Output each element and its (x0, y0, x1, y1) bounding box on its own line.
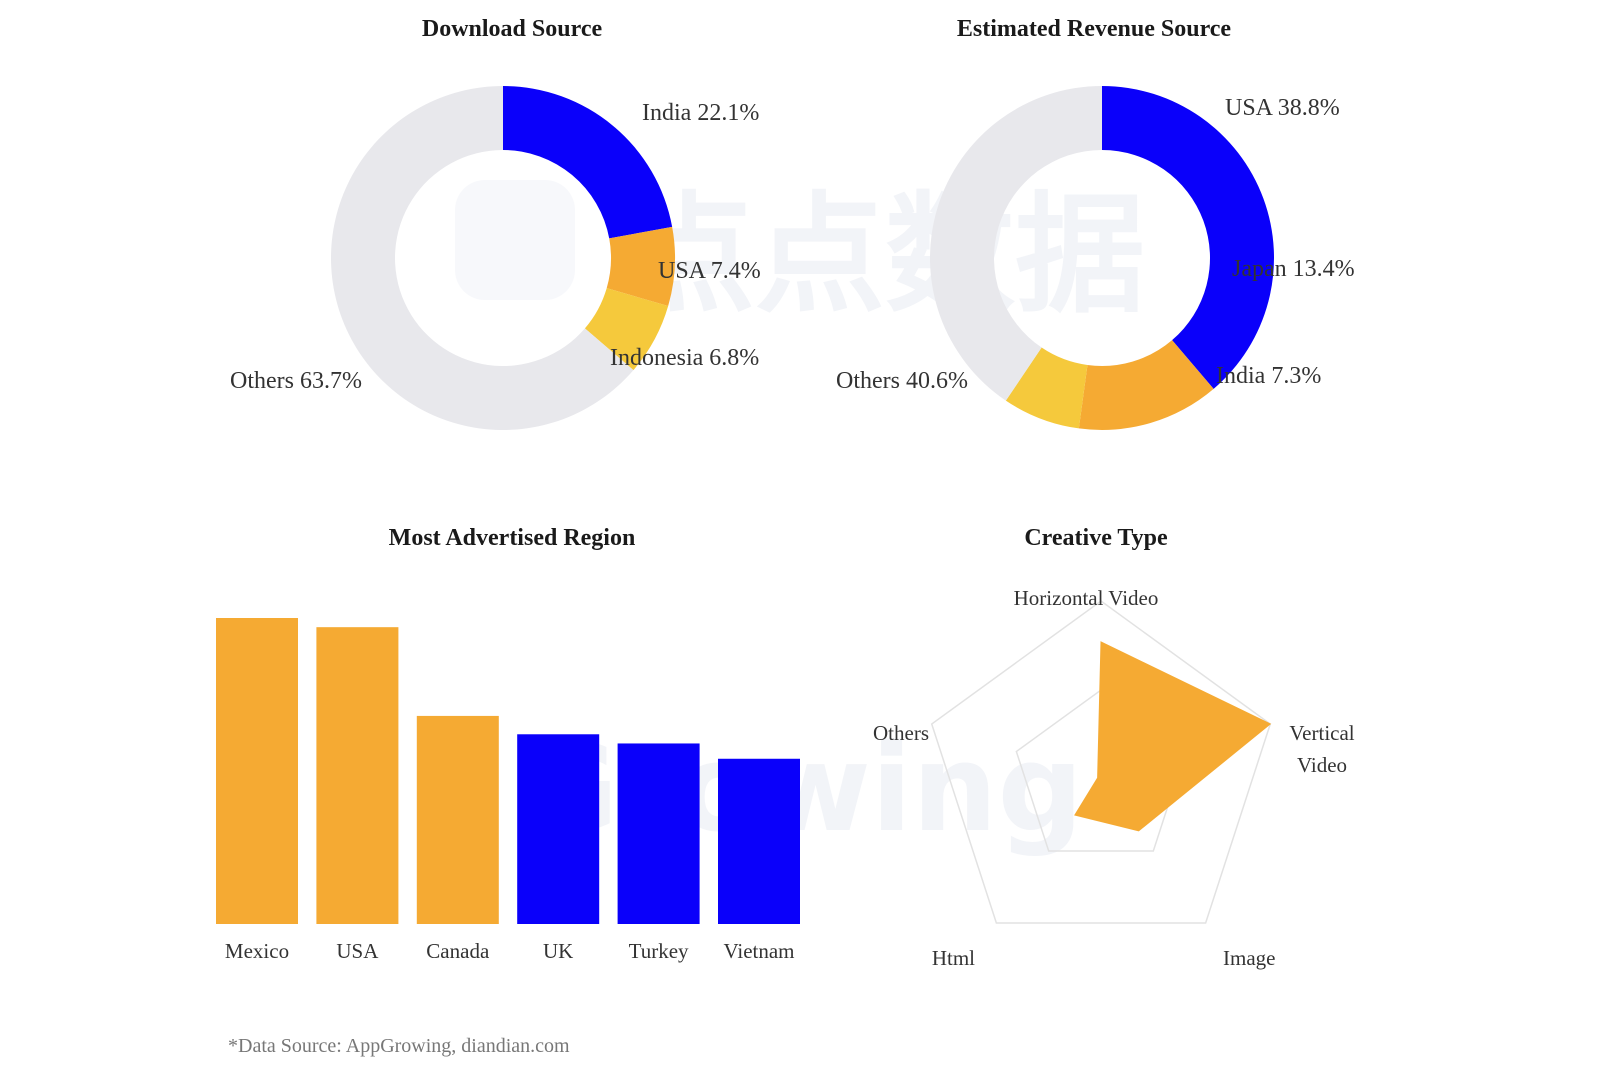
radar-axis-label-vertical-video: Vertical (1289, 721, 1354, 745)
bar-mexico (216, 618, 298, 924)
creative-type-title: Creative Type (1024, 525, 1168, 551)
donut-1-slice-usa (606, 226, 675, 306)
bar-turkey (617, 743, 700, 924)
bar-uk (517, 734, 600, 924)
download-source-title: Download Source (422, 16, 603, 42)
donut-1-label-usa: USA 7.4% (658, 258, 761, 284)
radar-axis-label-html: Html (932, 946, 975, 970)
svg-text:Growing: Growing (520, 720, 1083, 859)
donut-1-label-india: India 22.1% (642, 100, 759, 126)
radar-axis-label-others: Others (873, 721, 929, 745)
radar-ring-2 (930, 600, 1272, 924)
bar-label-usa: USA (336, 939, 379, 963)
svg-text:点点数据: 点点数据 (625, 179, 1145, 331)
donut-2-label-japan: Japan 13.4% (1232, 256, 1355, 282)
radar-axis-label-image: Image (1223, 946, 1275, 970)
donut-2-slice-india (1005, 347, 1088, 429)
donut-1-label-others: Others 63.7% (230, 368, 362, 394)
radar-axis-label-vertical-video: Video (1297, 753, 1347, 777)
watermark-appgrowing: Growing (520, 720, 1083, 859)
bar-canada (416, 715, 499, 924)
donut-2-label-india: India 7.3% (1216, 363, 1321, 389)
donut-1-slice-others (330, 86, 634, 431)
most-advertised-region-title: Most Advertised Region (389, 525, 636, 551)
donut-2-slice-usa (1102, 86, 1274, 389)
bar-label-canada: Canada (426, 939, 490, 963)
donut-2-slice-others (930, 86, 1102, 401)
creative-type-chart: Creative Type Horizontal Video Vertical Vi… (873, 525, 1355, 970)
data-source-footnote: *Data Source: AppGrowing, diandian.com (228, 1035, 570, 1057)
donut-1-label-indonesia: Indonesia 6.8% (610, 345, 759, 371)
watermark-diandian: 点点数据 (455, 179, 1145, 331)
bar-usa (316, 627, 399, 924)
donut-2-slice-japan (1078, 340, 1214, 430)
donut-1-slice-indonesia (584, 288, 669, 371)
estimated-revenue-source-title: Estimated Revenue Source (957, 16, 1232, 42)
bar-label-uk: UK (543, 939, 573, 963)
donut-2-label-others: Others 40.6% (836, 368, 968, 394)
most-advertised-region-chart: Most Advertised Region Mexico USA Canada UK… (216, 525, 800, 963)
bar-label-mexico: Mexico (225, 939, 289, 963)
radar-axis-label-horizontal-video: Horizontal Video (1014, 586, 1159, 610)
bar-label-vietnam: Vietnam (723, 939, 794, 963)
estimated-revenue-source-chart: Estimated Revenue Source USA 38.8% Japan … (836, 16, 1355, 430)
bar-vietnam (718, 758, 800, 924)
donut-1-slice-india (503, 86, 673, 239)
radar-value-area (1074, 641, 1272, 832)
bar-label-turkey: Turkey (629, 939, 689, 963)
download-source-chart: Download Source India 22.1% USA 7.4% Indon… (230, 16, 761, 431)
donut-2-label-usa: USA 38.8% (1225, 95, 1340, 121)
